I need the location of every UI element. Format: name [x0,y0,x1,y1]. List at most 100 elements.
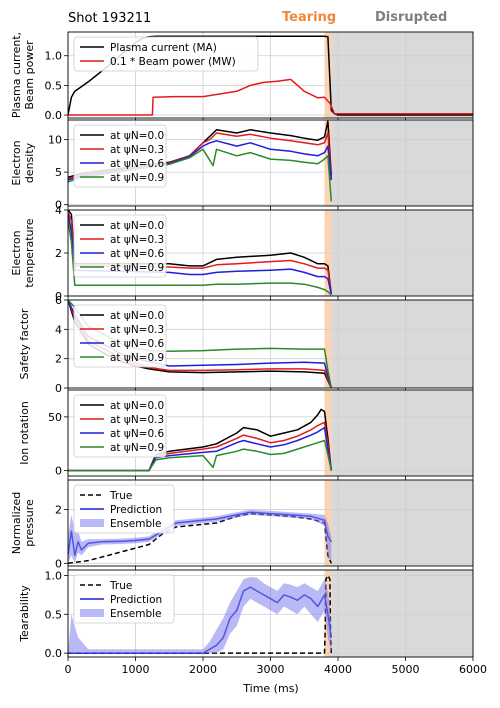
y-axis-label-line: temperature [23,218,36,287]
legend-label: at ψN=0.0 [110,310,164,322]
legend-label: Ensemble [110,518,162,530]
panel-plot-area [68,408,333,472]
legend-label: at ψN=0.9 [110,262,164,274]
legend-label: Prediction [110,504,162,516]
y-axis-label-line: Beam power [23,40,36,110]
ensemble-band [68,509,332,564]
disrupted-region [331,390,473,476]
y-tick-label: 0.5 [45,79,63,92]
y-tick-label: 0 [55,290,62,303]
y-tick-label: 2 [55,353,62,366]
legend-box [73,394,167,458]
legend-label: at ψN=0.3 [110,324,164,336]
disrupted-region [331,570,473,657]
series-line-at-n-0-9 [68,148,333,202]
legend-label: at ψN=0.9 [110,442,164,454]
y-axis-label-line: Plasma current, [10,32,23,118]
y-tick-label: 1.0 [45,569,63,582]
legend-label: Ensemble [110,608,162,620]
series-line-0-1-beam-power-mw- [68,78,473,116]
ensemble-band [68,577,332,654]
y-axis-label-line: Electron [10,230,23,275]
shot-label: Shot 193211 [68,11,151,26]
legend-label: True [109,580,132,592]
y-axis-label: Ion rotation [18,401,31,465]
legend-label: at ψN=0.9 [110,172,164,184]
y-axis-label-line: Ion rotation [18,401,31,465]
x-tick-label: 4000 [324,663,352,676]
x-axis-label: Time (ms) [242,682,298,695]
y-tick-label: 5 [55,166,62,179]
y-axis-label: Plasma current,Beam power [10,32,36,118]
disrupted-region [331,480,473,566]
legend-label: at ψN=0.0 [110,220,164,232]
y-axis-label-line: Tearability [18,585,31,643]
x-tick-label: 3000 [257,663,285,676]
series-line-at-n-0-9 [68,439,333,472]
y-tick-label: 1.0 [45,50,63,63]
tearing-band [324,300,332,388]
legend-swatch [80,519,104,527]
y-tick-label: 0.0 [45,109,63,122]
legend-label: at ψN=0.3 [110,414,164,426]
legend-box [73,214,167,278]
y-axis-label-line: Normalized [10,492,23,554]
x-tick-label: 6000 [459,663,487,676]
legend-label: at ψN=0.9 [110,352,164,364]
y-tick-label: 4 [55,323,62,336]
x-tick-label: 2000 [189,663,217,676]
tearing-band [324,32,332,118]
legend-box [73,304,167,368]
y-tick-label: 2 [55,247,62,260]
legend-label: at ψN=0.6 [110,338,164,350]
y-tick-label: 0.0 [45,647,63,660]
y-axis-label: Safety factor [18,308,31,379]
y-tick-label: 0 [55,465,62,478]
legend-box [73,36,259,72]
x-tick-label: 0 [65,663,72,676]
disrupted-region [331,300,473,388]
legend-label: at ψN=0.0 [110,400,164,412]
disrupted-region [331,120,473,206]
legend-label: at ψN=0.6 [110,428,164,440]
y-tick-label: 2 [55,504,62,517]
series-line-at-n-0-6 [68,140,333,181]
y-axis-label: Electrontemperature [10,218,36,287]
y-axis-label: Tearability [18,585,31,643]
x-tick-label: 5000 [392,663,420,676]
x-tick-label: 1000 [122,663,150,676]
disrupted-label: Disrupted [375,10,447,25]
legend-label: at ψN=0.0 [110,130,164,142]
y-tick-label: 4 [55,204,62,217]
y-tick-label: 6 [55,294,62,307]
y-axis-label: Electrondensity [10,140,36,185]
legend-label: at ψN=0.3 [110,234,164,246]
y-axis-label-line: pressure [23,499,36,547]
y-axis-label-line: Electron [10,140,23,185]
y-tick-label: 50 [48,411,62,424]
y-tick-label: 0 [55,199,62,212]
legend-label: at ψN=0.6 [110,158,164,170]
legend-label: Prediction [110,594,162,606]
y-tick-label: 0 [55,382,62,395]
y-tick-label: 0.5 [45,608,63,621]
y-tick-label: 0 [55,557,62,570]
legend-label: Plasma current (MA) [110,42,217,54]
legend-box [73,124,167,188]
y-tick-label: 10 [48,134,62,147]
series-line-at-n-0-6 [68,426,333,472]
legend-label: 0.1 * Beam power (MW) [110,56,236,68]
legend-label: at ψN=0.3 [110,144,164,156]
y-axis-label: Normalizedpressure [10,492,36,554]
tearing-label: Tearing [282,10,336,25]
legend-label: at ψN=0.6 [110,248,164,260]
series-line-at-n-0-9 [68,220,332,296]
y-axis-label-line: density [23,142,36,183]
panel-plot-area [68,574,333,654]
disrupted-region [331,32,473,118]
legend-label: True [109,490,132,502]
legend-swatch [80,609,104,617]
y-axis-label-line: Safety factor [18,308,31,379]
